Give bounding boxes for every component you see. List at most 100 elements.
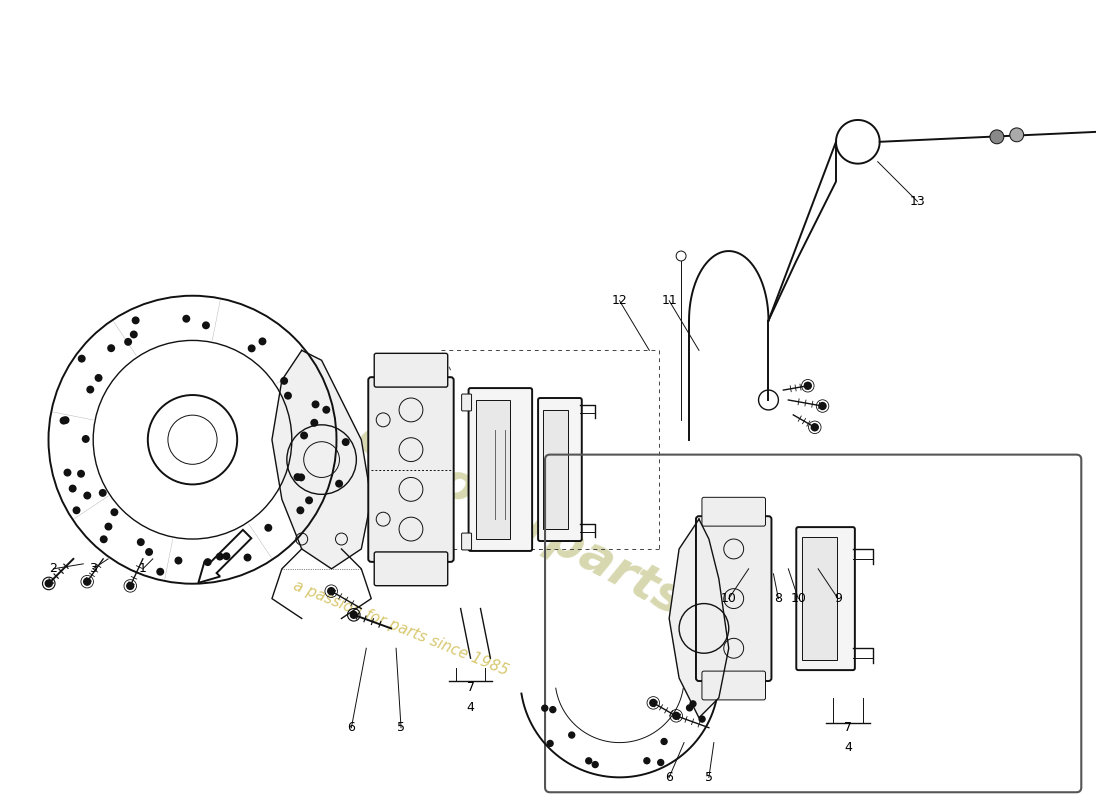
FancyBboxPatch shape — [702, 498, 766, 526]
Circle shape — [592, 762, 598, 767]
Text: 10: 10 — [720, 592, 737, 605]
Circle shape — [310, 418, 318, 426]
Circle shape — [300, 431, 308, 439]
Text: 9: 9 — [834, 592, 842, 605]
Circle shape — [542, 705, 548, 711]
Circle shape — [586, 758, 592, 764]
Text: 8: 8 — [774, 592, 782, 605]
Circle shape — [132, 316, 140, 324]
Text: 7: 7 — [466, 682, 474, 694]
Circle shape — [145, 548, 153, 556]
Text: 6: 6 — [348, 722, 355, 734]
Circle shape — [62, 416, 69, 424]
Circle shape — [130, 330, 138, 338]
Text: a passion for parts since 1985: a passion for parts since 1985 — [292, 578, 510, 678]
Circle shape — [81, 435, 90, 443]
Circle shape — [107, 344, 116, 352]
Circle shape — [336, 480, 343, 488]
Circle shape — [248, 345, 255, 352]
Circle shape — [294, 473, 301, 481]
Circle shape — [297, 474, 305, 482]
Text: 6: 6 — [666, 771, 673, 784]
Circle shape — [104, 522, 112, 530]
Circle shape — [68, 485, 77, 493]
Circle shape — [204, 558, 211, 566]
Polygon shape — [272, 350, 372, 569]
Circle shape — [820, 402, 826, 410]
Circle shape — [86, 386, 95, 394]
Circle shape — [78, 354, 86, 362]
Text: 10: 10 — [790, 592, 806, 605]
FancyBboxPatch shape — [702, 671, 766, 700]
Circle shape — [296, 506, 305, 514]
FancyBboxPatch shape — [374, 354, 448, 387]
Circle shape — [126, 582, 134, 590]
Circle shape — [95, 374, 102, 382]
FancyBboxPatch shape — [374, 552, 448, 586]
Circle shape — [550, 706, 556, 713]
Circle shape — [812, 424, 818, 430]
Circle shape — [64, 469, 72, 477]
Circle shape — [661, 738, 667, 745]
Circle shape — [350, 611, 358, 618]
Circle shape — [264, 524, 273, 532]
Text: 12: 12 — [612, 294, 627, 307]
Circle shape — [342, 438, 350, 446]
Text: 4: 4 — [466, 702, 474, 714]
Circle shape — [73, 506, 80, 514]
Circle shape — [700, 716, 705, 722]
Circle shape — [658, 759, 663, 766]
Circle shape — [45, 580, 52, 587]
FancyBboxPatch shape — [796, 527, 855, 670]
FancyBboxPatch shape — [462, 533, 472, 550]
Circle shape — [804, 382, 812, 390]
Text: 7: 7 — [844, 722, 851, 734]
Text: 13: 13 — [910, 195, 925, 208]
Circle shape — [686, 705, 693, 711]
Text: 1: 1 — [139, 562, 146, 575]
Circle shape — [1010, 128, 1024, 142]
Text: eurocarparts: eurocarparts — [348, 413, 692, 626]
Text: 11: 11 — [661, 294, 676, 307]
Circle shape — [202, 322, 210, 330]
FancyBboxPatch shape — [696, 516, 771, 681]
Circle shape — [650, 699, 657, 706]
Circle shape — [156, 568, 164, 576]
Circle shape — [690, 701, 696, 707]
Circle shape — [322, 406, 330, 414]
Bar — [475, 400, 510, 539]
Circle shape — [216, 553, 223, 561]
Circle shape — [547, 741, 553, 746]
Circle shape — [243, 554, 252, 562]
Circle shape — [644, 758, 650, 764]
Bar — [802, 537, 837, 660]
Text: 4: 4 — [844, 741, 851, 754]
Circle shape — [328, 588, 334, 594]
Circle shape — [59, 417, 67, 425]
Circle shape — [84, 491, 91, 499]
Text: 2: 2 — [50, 562, 57, 575]
FancyBboxPatch shape — [462, 394, 472, 411]
Circle shape — [183, 314, 190, 322]
FancyBboxPatch shape — [469, 388, 532, 551]
Text: 3: 3 — [89, 562, 97, 575]
Text: 5: 5 — [397, 722, 405, 734]
Circle shape — [124, 338, 132, 346]
Text: 5: 5 — [705, 771, 713, 784]
Bar — [543, 410, 568, 529]
FancyBboxPatch shape — [538, 398, 582, 541]
Circle shape — [84, 578, 90, 585]
Circle shape — [280, 377, 288, 385]
Circle shape — [99, 489, 107, 497]
Circle shape — [305, 496, 314, 504]
Circle shape — [110, 508, 119, 516]
Circle shape — [222, 552, 230, 560]
Circle shape — [284, 392, 292, 400]
Circle shape — [569, 732, 574, 738]
Circle shape — [673, 712, 680, 719]
Circle shape — [100, 535, 108, 543]
Circle shape — [175, 557, 183, 565]
Circle shape — [990, 130, 1004, 144]
Circle shape — [77, 470, 85, 478]
Circle shape — [136, 538, 145, 546]
